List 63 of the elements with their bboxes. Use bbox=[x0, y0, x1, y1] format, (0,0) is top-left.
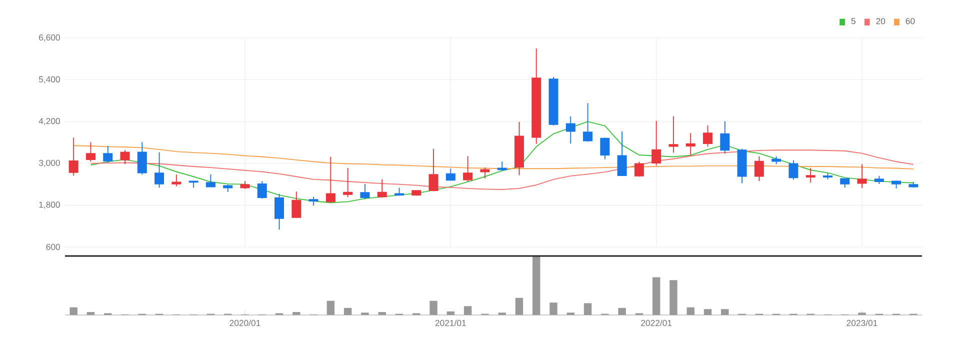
candlestick bbox=[172, 174, 182, 187]
y-tick-label: 5,400 bbox=[38, 76, 60, 84]
candlestick bbox=[308, 196, 318, 206]
candlestick bbox=[463, 156, 473, 182]
candlestick bbox=[292, 191, 302, 219]
candlestick bbox=[840, 178, 850, 188]
candlestick bbox=[566, 116, 576, 144]
candlestick bbox=[857, 164, 867, 189]
candlestick bbox=[548, 76, 558, 126]
candlestick bbox=[532, 48, 542, 144]
x-tick-label: 2021/01 bbox=[435, 320, 466, 326]
candlestick bbox=[720, 120, 730, 154]
candlestick bbox=[103, 146, 113, 164]
candlestick bbox=[154, 152, 164, 188]
candlestick bbox=[446, 168, 456, 182]
candlestick bbox=[874, 175, 884, 184]
y-tick-label: 6,600 bbox=[39, 34, 60, 42]
candlestick bbox=[86, 142, 96, 162]
candlestick bbox=[686, 132, 696, 156]
candlestick bbox=[360, 183, 370, 200]
candlestick bbox=[188, 180, 198, 188]
candlestick bbox=[772, 156, 782, 165]
candlestick bbox=[652, 120, 662, 166]
candlestick bbox=[240, 180, 250, 190]
y-tick-label: 1,800 bbox=[39, 202, 60, 209]
candlestick bbox=[68, 137, 78, 176]
candlestick bbox=[428, 148, 438, 192]
y-tick-label: 4,200 bbox=[38, 118, 60, 126]
y-tick-label: 3,000 bbox=[38, 160, 60, 167]
candlestick bbox=[617, 130, 627, 176]
candlestick bbox=[514, 121, 524, 176]
candlestick bbox=[120, 150, 130, 165]
candlestick bbox=[702, 124, 712, 148]
candlestick bbox=[343, 167, 353, 198]
legend-label: 5 bbox=[851, 18, 856, 24]
candlestick bbox=[326, 156, 336, 204]
x-tick-label: 2020/01 bbox=[230, 320, 260, 326]
line-series bbox=[90, 121, 914, 204]
candlestick bbox=[600, 137, 610, 160]
candlestick bbox=[412, 190, 422, 196]
candlestick bbox=[908, 181, 918, 188]
candlestick bbox=[480, 167, 490, 179]
candlestick bbox=[737, 148, 747, 184]
candlestick bbox=[223, 184, 233, 192]
legend-label: 60 bbox=[906, 18, 915, 24]
candlestick bbox=[206, 174, 216, 188]
candlestick bbox=[754, 156, 764, 182]
candlestick bbox=[394, 187, 404, 196]
y-tick-label: 600 bbox=[46, 244, 60, 250]
candlestick bbox=[892, 180, 902, 189]
candlestick bbox=[822, 172, 832, 180]
candlestick bbox=[788, 160, 798, 180]
legend-label: 20 bbox=[876, 18, 886, 24]
x-tick-label: 2022/01 bbox=[641, 320, 672, 326]
candlestick bbox=[634, 161, 644, 178]
candlestick bbox=[377, 178, 387, 198]
candlestick bbox=[257, 180, 267, 200]
candlestick bbox=[497, 161, 507, 172]
candlestick bbox=[137, 142, 147, 176]
candlestick bbox=[668, 116, 678, 154]
candlestick bbox=[274, 194, 284, 230]
candlestick bbox=[806, 167, 816, 184]
x-tick-label: 2023/01 bbox=[846, 320, 878, 326]
